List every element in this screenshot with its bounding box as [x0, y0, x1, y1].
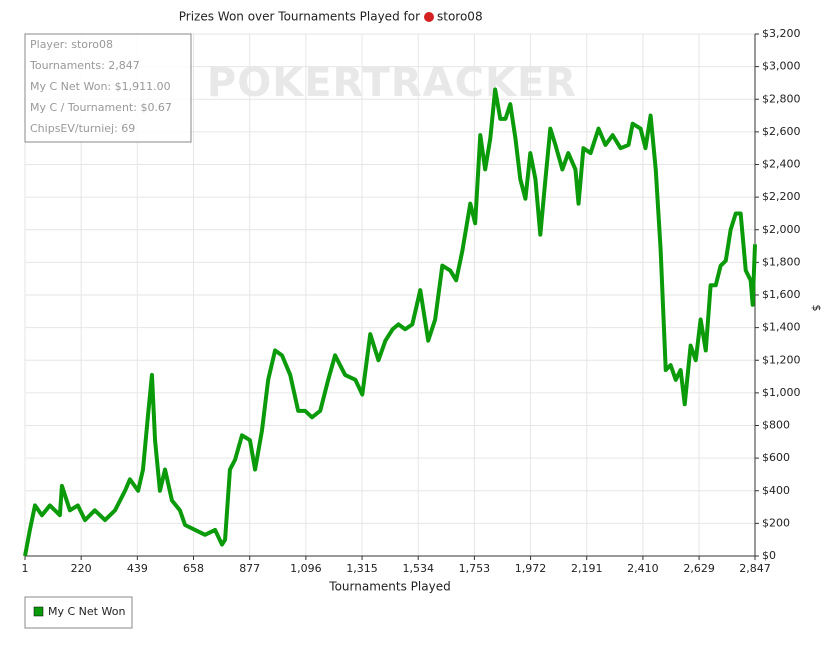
- y-tick-label: $400: [762, 484, 790, 497]
- x-tick-label: 1,534: [402, 562, 434, 575]
- x-tick-label: 1,753: [459, 562, 491, 575]
- y-tick-label: $1,200: [762, 353, 801, 366]
- legend-swatch: [33, 606, 44, 617]
- legend-label: My C Net Won: [48, 605, 125, 618]
- series-line: [23, 87, 757, 557]
- y-tick-label: $1,800: [762, 255, 801, 268]
- y-axis-label: $: [810, 305, 823, 312]
- watermark: POKERTRACKER: [207, 60, 577, 106]
- info-line: Tournaments: 2,847: [29, 59, 140, 72]
- x-tick-label: 2,629: [683, 562, 715, 575]
- x-tick-label: 877: [239, 562, 260, 575]
- y-tick-label: $2,200: [762, 190, 801, 203]
- y-tick-label: $1,400: [762, 321, 801, 334]
- x-tick-label: 220: [71, 562, 92, 575]
- x-tick-label: 439: [127, 562, 148, 575]
- y-tick-label: $2,800: [762, 92, 801, 105]
- y-tick-label: $200: [762, 516, 790, 529]
- x-tick-label: 1: [22, 562, 29, 575]
- y-tick-label: $1,600: [762, 288, 801, 301]
- plot-content: $0 $200 $400 $600 $800 $1,000 $1,200 $1,400 $1,6…: [22, 27, 801, 575]
- x-tick-label: 2,191: [571, 562, 603, 575]
- x-tick-label: 2,847: [739, 562, 771, 575]
- player-icon: [424, 12, 434, 22]
- y-tick-label: $3,200: [762, 27, 801, 40]
- player-name: storo08: [437, 10, 483, 24]
- x-tick-label: 1,315: [346, 562, 378, 575]
- y-tick-label: $800: [762, 419, 790, 432]
- info-box: [24, 33, 192, 143]
- y-tick-label: $2,000: [762, 223, 801, 236]
- x-tick-label: 1,972: [515, 562, 547, 575]
- x-axis-label: Tournaments Played: [328, 580, 450, 594]
- info-line: My C / Tournament: $0.67: [30, 101, 172, 114]
- x-tick-label: 2,410: [627, 562, 659, 575]
- y-tick-label: $0: [762, 549, 776, 562]
- y-tick-label: $600: [762, 451, 790, 464]
- x-tick-label: 1,096: [290, 562, 322, 575]
- y-tick-label: $3,000: [762, 60, 801, 73]
- info-line: Player: storo08: [30, 38, 113, 51]
- y-tick-label: $1,000: [762, 386, 801, 399]
- y-tick-label: $2,400: [762, 158, 801, 171]
- x-tick-label: 658: [183, 562, 204, 575]
- y-tick-label: $2,600: [762, 125, 801, 138]
- chart-title: Prizes Won over Tournaments Played for: [179, 10, 420, 24]
- info-line: My C Net Won: $1,911.00: [30, 80, 171, 93]
- info-line: ChipsEV/turniej: 69: [30, 122, 135, 135]
